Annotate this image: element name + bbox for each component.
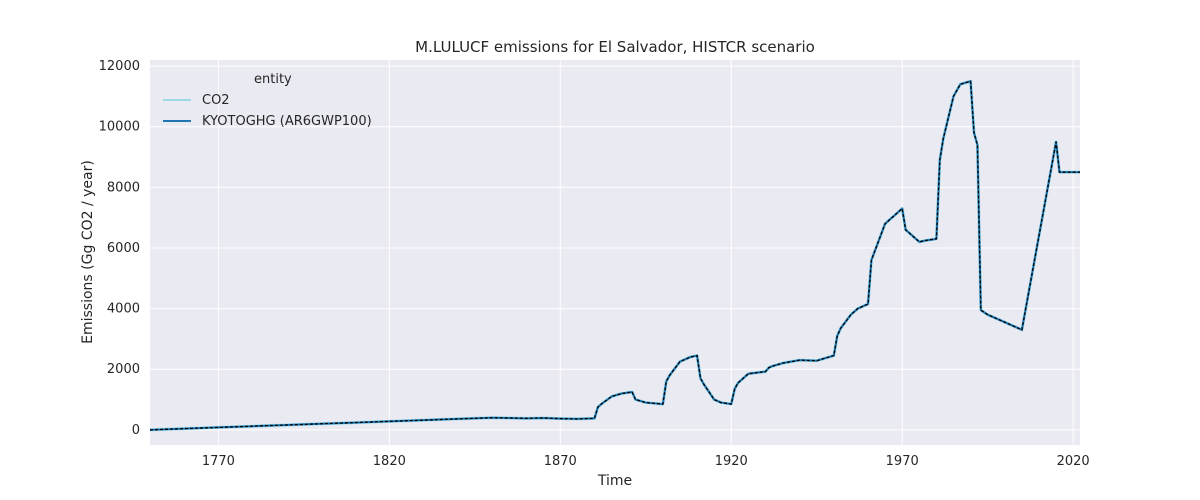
y-tick-label: 12000: [99, 59, 140, 74]
x-axis-ticks: 1770 1820 1870 1920 1970 2020: [202, 454, 1090, 469]
series-lines: [149, 79, 1080, 432]
y-axis-title: Emissions (Gg CO2 / year): [80, 160, 96, 344]
x-tick-label: 2020: [1057, 454, 1090, 469]
x-axis-title: Time: [597, 473, 632, 489]
chart-title: M.LULUCF emissions for El Salvador, HIST…: [415, 38, 815, 56]
legend: entity CO2 KYOTOGHG (AR6GWP100): [163, 72, 372, 129]
plot-area: [150, 60, 1080, 445]
y-tick-label: 10000: [99, 120, 140, 135]
x-tick-label: 1870: [544, 454, 577, 469]
x-tick-label: 1770: [202, 454, 235, 469]
series-overlay-dashed: [149, 80, 1080, 431]
y-tick-label: 0: [132, 423, 140, 438]
y-tick-label: 8000: [107, 180, 140, 195]
y-tick-label: 2000: [107, 362, 140, 377]
grid-lines: [150, 60, 1080, 445]
y-tick-label: 6000: [107, 241, 140, 256]
legend-label-kyotoghg: KYOTOGHG (AR6GWP100): [202, 114, 372, 129]
y-tick-label: 4000: [107, 302, 140, 317]
y-axis-ticks: 0 2000 4000 6000 8000 10000 12000: [99, 59, 140, 438]
x-tick-label: 1920: [715, 454, 748, 469]
legend-title: entity: [254, 72, 292, 87]
x-tick-label: 1970: [886, 454, 919, 469]
x-tick-label: 1820: [373, 454, 406, 469]
legend-label-co2: CO2: [202, 93, 230, 108]
